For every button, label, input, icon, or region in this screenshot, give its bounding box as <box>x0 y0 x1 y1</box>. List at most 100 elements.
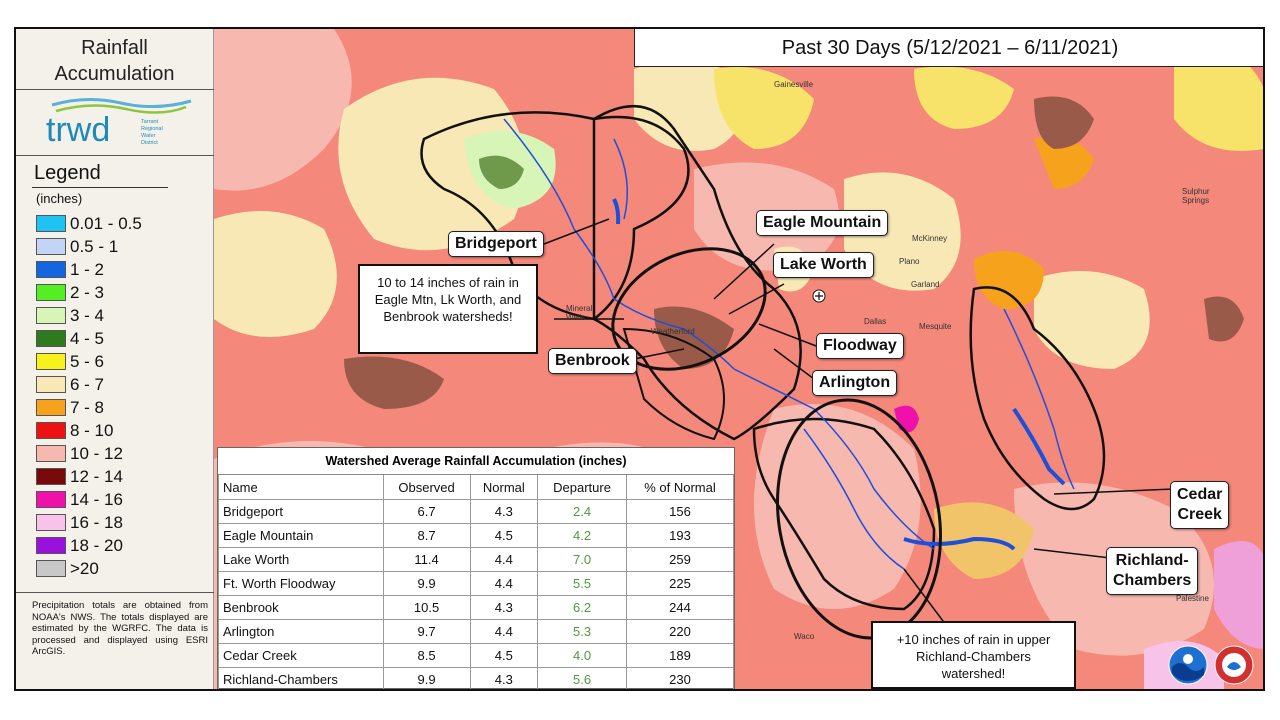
legend-item: 7 - 8 <box>36 396 142 419</box>
map-label-plano: Plano <box>899 257 920 266</box>
table-cell: 259 <box>625 547 735 572</box>
legend-swatch <box>36 376 66 393</box>
table-cell: 9.7 <box>382 619 471 644</box>
table-cell: 4.5 <box>469 643 539 668</box>
legend-swatch <box>36 514 66 531</box>
table-cell: 7.0 <box>537 547 627 572</box>
sidebar-panel: Rainfall Accumulation trwd Tarrant Regio… <box>16 29 214 689</box>
legend-label: 16 - 18 <box>70 512 123 532</box>
table-cell: 244 <box>625 595 735 620</box>
legend-label: 12 - 14 <box>70 466 123 486</box>
callout-richland-chambers: Richland- Chambers <box>1106 547 1199 595</box>
sidebar-divider <box>16 89 214 90</box>
table-cell: 193 <box>625 523 735 548</box>
main-frame: Rainfall Accumulation trwd Tarrant Regio… <box>14 27 1265 691</box>
callout-floodway: Floodway <box>816 333 904 359</box>
table-cell: 156 <box>625 499 735 524</box>
callout-benbrook: Benbrook <box>548 348 637 374</box>
map-label-dallas: Dallas <box>864 317 886 326</box>
map-label-waco: Waco <box>794 632 815 641</box>
legend-label: 10 - 12 <box>70 443 123 463</box>
table-cell: 4.4 <box>469 619 539 644</box>
rainfall-table: Watershed Average Rainfall Accumulation … <box>217 447 735 689</box>
table-header-cell: Name <box>218 474 384 500</box>
legend-label: 18 - 20 <box>70 535 123 555</box>
table-header-cell: Normal <box>469 474 539 500</box>
annotation-upper-watersheds: 10 to 14 inches of rain in Eagle Mtn, Lk… <box>358 264 538 354</box>
legend-label: 14 - 16 <box>70 489 123 509</box>
table-cell: Eagle Mountain <box>218 523 384 548</box>
map-label-garland: Garland <box>911 280 939 289</box>
table-cell: 4.4 <box>469 571 539 596</box>
table-header-cell: Departure <box>537 474 627 500</box>
table-cell: 230 <box>625 667 735 689</box>
sidebar-title: Rainfall Accumulation <box>16 35 213 87</box>
map-label-sulphur-springs: Sulphur Springs <box>1182 187 1210 205</box>
logo-sub-3: Water <box>141 133 156 139</box>
legend-swatch <box>36 261 66 278</box>
legend-item: 5 - 6 <box>36 350 142 373</box>
legend-swatch <box>36 537 66 554</box>
legend-label: 3 - 4 <box>70 305 105 325</box>
map-label-gainesville: Gainesville <box>774 80 814 89</box>
table-row: Bridgeport 6.7 4.3 2.4 156 <box>218 499 735 524</box>
table-cell: 4.5 <box>469 523 539 548</box>
table-row: Lake Worth 11.4 4.4 7.0 259 <box>218 547 735 572</box>
trwd-logo-graphic: trwd Tarrant Regional Water District <box>46 97 192 149</box>
legend-swatch <box>36 560 66 577</box>
watershed-table: Watershed Average Rainfall Accumulation … <box>218 448 735 689</box>
table-cell: 4.3 <box>469 595 539 620</box>
legend-swatch <box>36 422 66 439</box>
legend-item: 0.5 - 1 <box>36 235 142 258</box>
table-cell: 6.2 <box>537 595 627 620</box>
callout-eagle-mountain: Eagle Mountain <box>756 210 889 236</box>
table-cell: 2.4 <box>537 499 627 524</box>
table-cell: 10.5 <box>382 595 471 620</box>
noaa-logo-icon <box>1168 645 1208 685</box>
legend-label: 8 - 10 <box>70 420 114 440</box>
table-row: Benbrook 10.5 4.3 6.2 244 <box>218 595 735 620</box>
logo-text: trwd <box>46 111 110 149</box>
table-cell: 4.4 <box>469 547 539 572</box>
logo-sub-1: Tarrant <box>141 119 159 125</box>
callout-lake-worth: Lake Worth <box>773 252 874 278</box>
callout-bridgeport: Bridgeport <box>448 231 544 257</box>
nws-logo-icon <box>1214 645 1254 685</box>
map-label-mckinney: McKinney <box>912 234 947 243</box>
legend-swatch <box>36 284 66 301</box>
legend-item: 10 - 12 <box>36 442 142 465</box>
legend-title: Legend <box>34 162 101 184</box>
sidebar-divider-3 <box>16 592 214 593</box>
table-header-row: Name Observed Normal Departure% of Normal <box>218 474 735 500</box>
legend-swatch <box>36 468 66 485</box>
legend-item: 16 - 18 <box>36 511 142 534</box>
sidebar-title-line1: Rainfall <box>81 37 148 59</box>
table-cell: 11.4 <box>382 547 471 572</box>
table-cell: 4.2 <box>537 523 627 548</box>
table-cell: Richland-Chambers <box>218 667 384 689</box>
legend-item: 6 - 7 <box>36 373 142 396</box>
map-label-weatherford: Weatherford <box>651 327 695 336</box>
sidebar-title-line2: Accumulation <box>54 63 175 85</box>
table-cell: 5.5 <box>537 571 627 596</box>
legend-item: 12 - 14 <box>36 465 142 488</box>
legend-swatch <box>36 307 66 324</box>
logo-sub-4: District <box>141 140 158 146</box>
map-label-mineral-wells: Mineral Wells <box>566 304 592 322</box>
legend-label: 0.01 - 0.5 <box>70 213 142 233</box>
table-cell: 5.6 <box>537 667 627 689</box>
table-row: Eagle Mountain 8.7 4.5 4.2 193 <box>218 523 735 548</box>
table-header-cell: Observed <box>382 474 471 500</box>
table-cell: 6.7 <box>382 499 471 524</box>
legend-item: >20 <box>36 557 142 580</box>
legend-swatch <box>36 399 66 416</box>
legend-swatch <box>36 238 66 255</box>
table-cell: 8.5 <box>382 643 471 668</box>
table-cell: Arlington <box>218 619 384 644</box>
callout-arlington: Arlington <box>812 370 898 396</box>
legend-swatch <box>36 330 66 347</box>
airport-icon-glyph <box>815 292 823 300</box>
legend-underline <box>32 187 168 188</box>
page-title: Past 30 Days (5/12/2021 – 6/11/2021) <box>634 29 1263 67</box>
table-body: Name Observed Normal Departure% of Normal Br… <box>218 474 735 689</box>
